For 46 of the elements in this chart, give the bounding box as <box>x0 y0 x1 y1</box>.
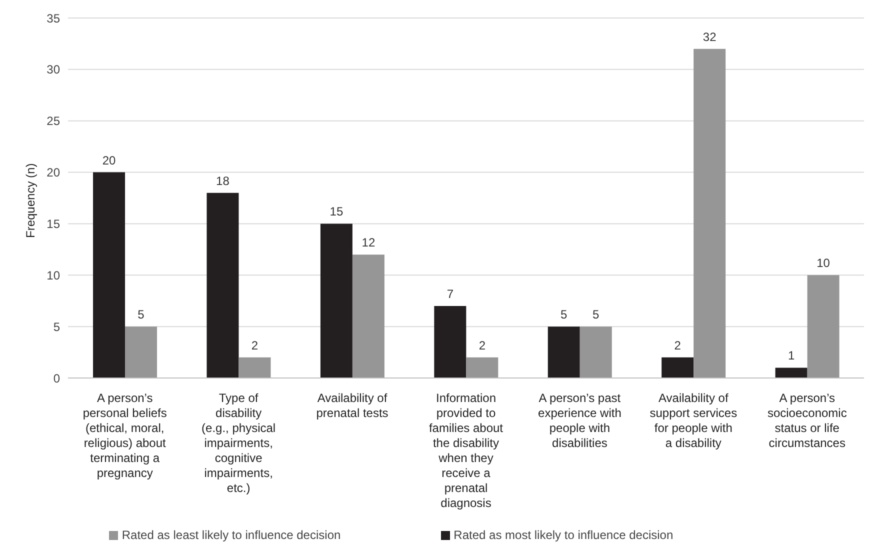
legend-label: Rated as most likely to influence decision <box>454 528 674 542</box>
y-tick-label: 35 <box>46 11 60 26</box>
x-tick-label: Type of disability (e.g., physical impairments, cognitive impairments, etc.) <box>202 391 276 495</box>
data-label: 2 <box>674 338 682 352</box>
data-label: 12 <box>362 236 376 250</box>
x-tick-label: A person’s past experience with people with disabilities <box>538 391 622 450</box>
bar <box>807 275 840 378</box>
data-label: 32 <box>702 30 717 44</box>
data-label: 18 <box>216 174 230 188</box>
bar <box>238 357 271 378</box>
x-tick-label: Availability of support services for people with a disability <box>650 391 738 450</box>
bar <box>93 172 126 378</box>
y-tick-label: 5 <box>53 320 60 334</box>
data-label: 10 <box>816 256 830 270</box>
y-tick-label: 15 <box>46 216 60 231</box>
bar <box>466 357 498 378</box>
x-tick-label: Availability of prenatal tests <box>316 391 388 420</box>
data-label: 7 <box>446 287 454 301</box>
bar <box>580 326 612 378</box>
y-tick-label: 20 <box>46 166 60 180</box>
y-tick-label: 30 <box>46 62 60 77</box>
legend-label: Rated as least likely to influence decision <box>122 528 341 542</box>
data-label: 1 <box>788 348 795 363</box>
y-tick-label: 10 <box>46 268 60 282</box>
bar <box>662 357 694 378</box>
data-label: 2 <box>478 338 486 352</box>
bar <box>434 306 466 378</box>
bar <box>320 224 352 378</box>
bar <box>694 48 726 378</box>
x-tick-label: A person’s personal beliefs (ethical, moral, religious) about terminating a pregnancy <box>82 391 167 480</box>
bar <box>125 326 158 378</box>
data-label: 20 <box>102 153 116 168</box>
data-label: 2 <box>251 338 258 352</box>
y-tick-label: 0 <box>53 371 60 386</box>
bar <box>206 192 239 378</box>
y-axis-title: Frequency (n) <box>23 163 38 238</box>
x-tick-label: Information provided to families about the disability when they receive a prenatal diagnosis <box>428 391 504 510</box>
x-tick-label: A person’s socioeconomic status or life circumstances <box>767 391 847 450</box>
y-tick-label: 25 <box>46 114 60 128</box>
data-label: 5 <box>560 308 568 322</box>
data-label: 5 <box>138 308 145 322</box>
bar <box>775 368 808 378</box>
data-label: 5 <box>592 308 600 322</box>
bar <box>548 326 580 378</box>
data-label: 15 <box>330 204 344 219</box>
bar <box>352 254 384 378</box>
